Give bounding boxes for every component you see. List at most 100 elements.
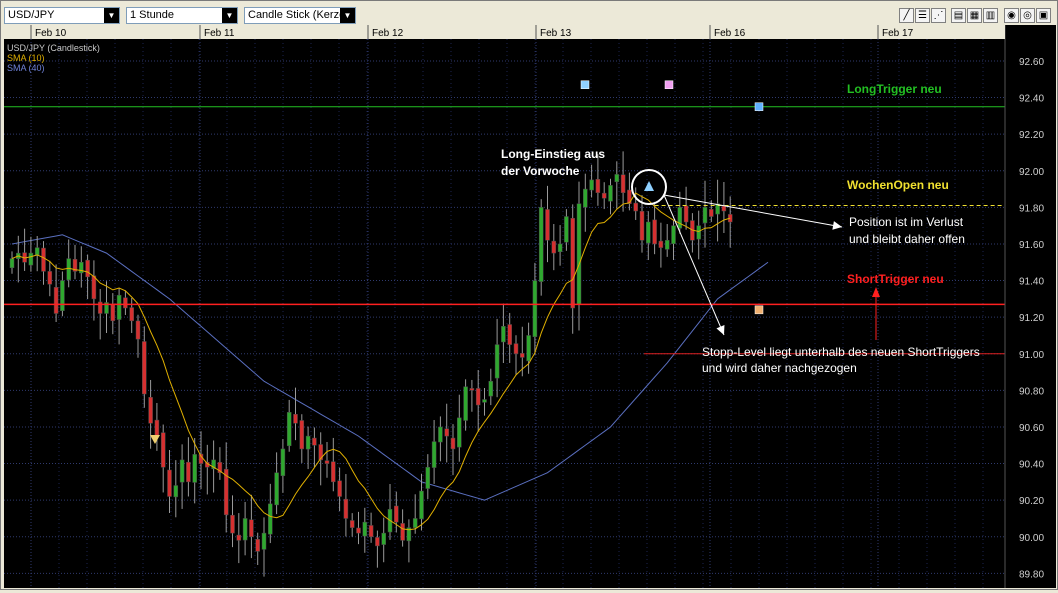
candle-body — [66, 258, 71, 281]
date-tick-label: Feb 16 — [714, 28, 746, 39]
candle-body — [249, 519, 254, 538]
legend-sma10: SMA (10) — [7, 53, 45, 63]
chevron-down-icon[interactable]: ▼ — [104, 8, 119, 23]
channel-button[interactable]: ⋰ — [931, 8, 946, 23]
fibonacci-button[interactable]: ☰ — [915, 8, 930, 23]
candle-body — [570, 217, 575, 309]
grid — [4, 39, 1005, 588]
candle-body — [41, 247, 46, 272]
candle-body — [293, 413, 298, 424]
candle-body — [79, 262, 84, 274]
long-entry-text-2: der Vorwoche — [501, 164, 580, 178]
candle-body — [406, 527, 412, 542]
candle-body — [261, 532, 267, 550]
candle-body — [167, 469, 172, 497]
price-chart[interactable]: 92.60 92.40 92.20 92.00 91.80 91.60 91.40 91.20… — [4, 25, 1056, 588]
chart-style-select[interactable]: Candle Stick (Kerze ▼ — [244, 7, 356, 24]
chevron-down-icon[interactable]: ▼ — [222, 8, 237, 23]
signal-marker — [664, 80, 674, 89]
candle-body — [633, 202, 638, 212]
candle-body — [444, 428, 449, 437]
candle-body — [513, 343, 519, 355]
chart-area[interactable]: 92.60 92.40 92.20 92.00 91.80 91.60 91.40 91.20… — [4, 25, 1056, 588]
toolbar: USD/JPY ▼ 1 Stunde ▼ Candle Stick (Kerze… — [3, 3, 1055, 25]
arrow-to-position-head — [832, 221, 842, 230]
candle-body — [494, 344, 500, 379]
candle-body — [608, 185, 613, 202]
price-tick-label: 90.80 — [1019, 386, 1044, 397]
draw-line-button[interactable]: ╱ — [899, 8, 914, 23]
candle-body — [501, 326, 506, 343]
candle-body — [614, 174, 620, 183]
date-tick-label: Feb 10 — [35, 28, 67, 39]
candle-body — [299, 420, 305, 450]
candle-body — [709, 209, 714, 217]
sma40-layer — [11, 234, 769, 501]
candle-body — [551, 240, 557, 254]
short-trigger-arrow-head — [872, 287, 880, 297]
candle-body — [154, 419, 160, 437]
candle-body — [60, 280, 65, 311]
symbol-select[interactable]: USD/JPY ▼ — [4, 7, 120, 24]
sma10-layer — [11, 192, 731, 531]
interval-select[interactable]: 1 Stunde ▼ — [126, 7, 238, 24]
candle-body — [419, 490, 424, 520]
candle-body — [375, 537, 380, 547]
candle-body — [186, 461, 191, 483]
candle-body — [639, 210, 645, 241]
candle-body — [557, 243, 563, 252]
candle-body — [362, 521, 368, 537]
candle-body — [463, 386, 468, 421]
table-view-button[interactable]: ▤ — [951, 8, 966, 23]
sma40-line — [11, 234, 769, 501]
date-axis: Feb 10 Feb 11 Feb 12 Feb 13 Feb 16 Feb 17 — [4, 25, 1005, 39]
candle-body — [337, 480, 342, 497]
candle-body — [217, 462, 223, 473]
candle-body — [620, 174, 626, 193]
short-trigger-label: ShortTrigger neu — [847, 272, 944, 286]
chart-style-select-value: Candle Stick (Kerze — [248, 9, 346, 21]
arrow-to-position — [663, 194, 843, 228]
candle-body — [85, 259, 90, 278]
candle-body — [129, 307, 134, 322]
date-tick-label: Feb 13 — [540, 28, 572, 39]
candle-body — [223, 468, 229, 516]
candle-body — [135, 320, 141, 340]
price-tick-label: 92.40 — [1019, 94, 1044, 105]
list-view-button[interactable]: ▥ — [983, 8, 998, 23]
target-icon[interactable]: ◎ — [1020, 8, 1035, 23]
chevron-down-icon[interactable]: ▼ — [340, 8, 355, 23]
candle-body — [583, 188, 588, 208]
candle-body — [721, 205, 727, 212]
price-tick-label: 92.60 — [1019, 57, 1044, 68]
long-trigger-label: LongTrigger neu — [847, 82, 942, 96]
price-tick-label: 92.00 — [1019, 167, 1044, 178]
candle-body — [268, 503, 273, 535]
candle-body — [148, 397, 153, 424]
levels-layer — [4, 106, 1005, 355]
settings-icon[interactable]: ◉ — [1004, 8, 1019, 23]
annotation-layer — [150, 80, 880, 444]
candle-body — [526, 335, 531, 362]
grid-view-button[interactable]: ▦ — [967, 8, 982, 23]
stopp-text-2: und wird daher nachgezogen — [702, 361, 857, 375]
price-tick-label: 91.40 — [1019, 277, 1044, 288]
price-tick-label: 90.00 — [1019, 533, 1044, 544]
candle-body — [658, 240, 664, 248]
symbol-select-value: USD/JPY — [8, 9, 55, 21]
price-tick-label: 90.40 — [1019, 460, 1044, 471]
candle-body — [381, 532, 386, 545]
candle-body — [431, 441, 437, 468]
price-tick-label: 90.20 — [1019, 496, 1044, 507]
candle-body — [305, 435, 311, 450]
candle-body — [142, 341, 147, 395]
candle-body — [72, 259, 78, 272]
candle-body — [286, 412, 292, 447]
candle-body — [482, 399, 487, 403]
window-icon[interactable]: ▣ — [1036, 8, 1051, 23]
candle-body — [627, 189, 632, 204]
candle-body — [696, 225, 701, 240]
candle-body — [312, 437, 317, 446]
candle-body — [545, 209, 550, 241]
price-tick-label: 92.20 — [1019, 130, 1044, 141]
